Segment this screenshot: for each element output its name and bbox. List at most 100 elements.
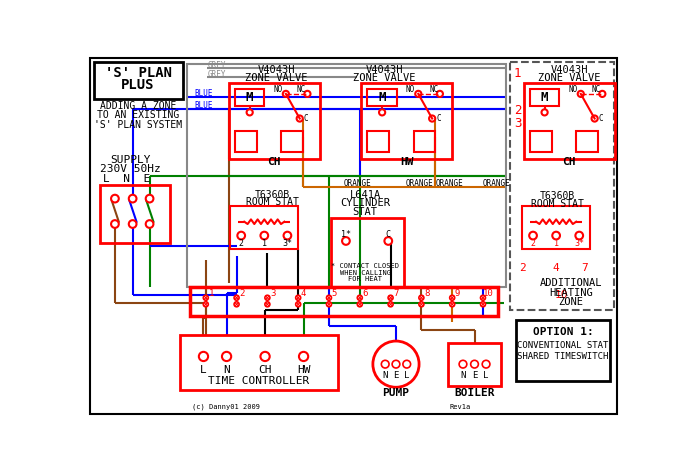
Circle shape [450,295,455,300]
Circle shape [326,295,331,300]
Text: N: N [460,371,466,380]
Text: L: L [484,371,489,380]
Text: T6360B: T6360B [540,191,575,201]
Bar [331,218,404,287]
Text: 7: 7 [581,263,588,273]
Bar [368,89,397,106]
Circle shape [471,360,478,368]
Text: ORANGE: ORANGE [436,179,464,188]
Circle shape [265,295,270,300]
Circle shape [260,352,270,361]
Circle shape [204,302,208,307]
Text: NO: NO [273,85,283,94]
Text: SHARED TIMESWITCH: SHARED TIMESWITCH [518,352,609,361]
Bar [235,89,264,106]
Text: TO AN EXISTING: TO AN EXISTING [97,110,179,120]
Text: C: C [304,114,308,123]
Text: HW: HW [297,365,310,374]
Text: STAT: STAT [353,207,377,217]
Circle shape [382,360,389,368]
Circle shape [283,91,289,97]
Text: BOILER: BOILER [454,388,495,398]
Text: L641A: L641A [350,190,381,200]
Text: HEATING: HEATING [549,287,593,298]
Text: TIME CONTROLLER: TIME CONTROLLER [208,376,310,386]
Text: ZONE: ZONE [558,297,583,307]
Circle shape [146,220,153,228]
Circle shape [265,302,270,307]
Circle shape [357,295,362,300]
Text: 2: 2 [239,289,245,298]
Circle shape [111,195,119,203]
Circle shape [429,116,435,122]
Circle shape [450,302,455,307]
Circle shape [542,110,548,116]
Bar [235,131,257,153]
Circle shape [388,295,393,300]
Text: 'S' PLAN: 'S' PLAN [104,66,172,80]
Text: WHEN CALLING: WHEN CALLING [339,270,391,276]
Bar [530,89,559,106]
Text: E: E [393,371,399,380]
Circle shape [296,302,301,307]
Text: Rev1a: Rev1a [450,403,471,410]
Text: 1: 1 [514,66,521,80]
Circle shape [480,302,486,307]
Text: BLUE: BLUE [195,101,213,110]
Text: M: M [541,91,549,104]
Text: L  N  E: L N E [103,175,150,184]
Text: E: E [472,371,477,380]
Text: ADDING A ZONE: ADDING A ZONE [100,101,176,111]
Circle shape [437,91,443,97]
Circle shape [379,110,385,116]
Text: NC: NC [297,85,306,94]
Text: 2: 2 [514,103,521,117]
Text: 6: 6 [362,289,368,298]
Circle shape [415,91,422,97]
Bar [522,206,590,249]
Text: GREY: GREY [207,61,226,70]
Circle shape [419,302,424,307]
Circle shape [284,232,291,240]
Text: 3: 3 [514,117,521,131]
Bar [448,343,502,386]
Circle shape [357,302,362,307]
Circle shape [482,360,490,368]
Text: C: C [436,114,441,123]
Circle shape [234,295,239,300]
Circle shape [260,232,268,240]
Bar [530,131,551,153]
Text: 2: 2 [531,239,535,248]
Circle shape [199,352,208,361]
Text: T6360B: T6360B [255,190,290,200]
Circle shape [591,116,598,122]
Circle shape [297,116,303,122]
Text: NC: NC [429,85,438,94]
Text: 1: 1 [553,239,559,248]
Circle shape [246,110,253,116]
Circle shape [146,195,153,203]
Text: SUPPLY: SUPPLY [110,155,150,165]
Text: 3*: 3* [282,239,293,248]
Bar [368,131,389,153]
Circle shape [403,360,411,368]
Text: M: M [378,91,386,104]
Circle shape [237,232,245,240]
Bar [94,62,183,99]
Bar [414,131,435,153]
Text: CH: CH [562,157,576,167]
Text: N: N [223,365,230,374]
Text: N: N [382,371,388,380]
Text: ROOM STAT: ROOM STAT [531,199,584,209]
Text: ZONE VALVE: ZONE VALVE [353,73,415,83]
Text: ZONE VALVE: ZONE VALVE [538,73,600,83]
Bar [180,335,338,390]
Text: 10: 10 [555,290,569,300]
Circle shape [204,295,208,300]
Circle shape [342,237,350,245]
Text: ORANGE: ORANGE [482,179,510,188]
Text: (c) Danny01 2009: (c) Danny01 2009 [192,403,260,410]
Text: NO: NO [569,85,578,94]
Circle shape [373,341,419,387]
Circle shape [129,195,137,203]
